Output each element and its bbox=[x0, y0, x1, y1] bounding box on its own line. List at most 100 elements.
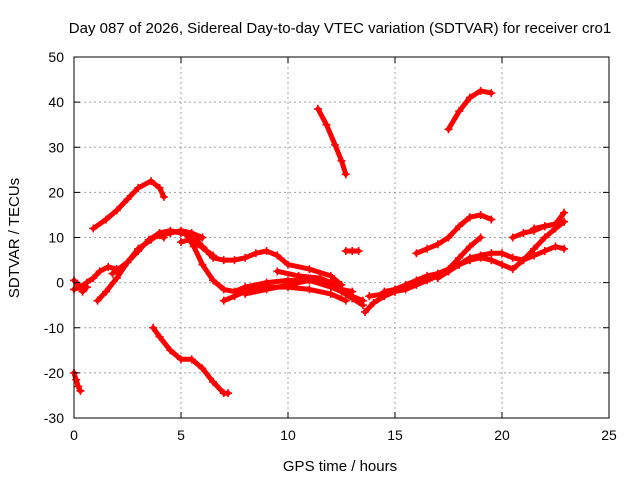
y-tick-label: 0 bbox=[56, 275, 64, 291]
x-tick-label: 20 bbox=[494, 427, 510, 443]
data-point bbox=[241, 289, 250, 298]
series-s15 bbox=[341, 247, 363, 256]
data-point bbox=[198, 364, 207, 373]
data-point bbox=[423, 271, 432, 280]
data-point bbox=[294, 271, 303, 280]
data-point bbox=[123, 195, 132, 204]
data-point bbox=[198, 233, 207, 242]
data-point bbox=[112, 206, 121, 215]
data-point bbox=[487, 89, 496, 98]
data-point bbox=[219, 256, 228, 265]
data-point bbox=[187, 355, 196, 364]
data-point bbox=[455, 222, 464, 231]
data-point bbox=[112, 274, 121, 283]
data-point bbox=[361, 307, 370, 316]
data-point bbox=[78, 287, 87, 296]
data-point bbox=[194, 240, 203, 249]
data-series bbox=[70, 86, 569, 398]
y-tick-label: -30 bbox=[44, 410, 64, 426]
data-point bbox=[155, 231, 164, 240]
y-tick-label: -10 bbox=[44, 320, 64, 336]
data-point bbox=[380, 287, 389, 296]
data-point bbox=[89, 274, 98, 283]
data-point bbox=[487, 215, 496, 224]
data-point bbox=[519, 228, 528, 237]
data-point bbox=[540, 233, 549, 242]
x-tick-label: 5 bbox=[177, 427, 185, 443]
data-point bbox=[358, 296, 367, 305]
data-point bbox=[284, 260, 292, 269]
data-point bbox=[313, 104, 322, 113]
y-tick-label: 20 bbox=[48, 184, 64, 200]
data-point bbox=[455, 260, 464, 269]
data-point bbox=[498, 249, 506, 258]
data-point bbox=[134, 183, 143, 192]
data-point bbox=[530, 251, 539, 260]
data-point bbox=[326, 289, 335, 298]
data-point bbox=[391, 285, 399, 294]
data-point bbox=[149, 323, 158, 332]
data-point bbox=[560, 208, 569, 217]
data-point bbox=[224, 389, 233, 398]
y-axis-label: SDTVAR / TECUs bbox=[6, 178, 23, 298]
data-point bbox=[305, 285, 314, 294]
data-point bbox=[147, 177, 156, 186]
data-point bbox=[166, 346, 175, 355]
series-s10 bbox=[155, 226, 207, 242]
data-point bbox=[508, 253, 517, 262]
data-point bbox=[476, 233, 485, 242]
data-point bbox=[530, 244, 539, 253]
data-point bbox=[465, 93, 474, 102]
data-point bbox=[508, 233, 517, 242]
data-point bbox=[108, 269, 117, 278]
data-point bbox=[219, 285, 228, 294]
data-point bbox=[202, 247, 211, 256]
series-s05 bbox=[89, 177, 168, 233]
data-point bbox=[159, 192, 168, 201]
data-point bbox=[166, 228, 175, 237]
data-point bbox=[262, 285, 271, 294]
data-point bbox=[465, 256, 474, 265]
data-point bbox=[134, 247, 143, 256]
data-point bbox=[354, 247, 363, 256]
data-point bbox=[89, 224, 98, 233]
data-point bbox=[198, 260, 207, 269]
y-tick-label: 10 bbox=[48, 230, 64, 246]
data-point bbox=[102, 287, 111, 296]
data-point bbox=[444, 233, 453, 242]
data-point bbox=[209, 276, 218, 285]
data-point bbox=[444, 125, 453, 134]
data-point bbox=[540, 247, 549, 256]
data-point bbox=[412, 249, 421, 258]
data-point bbox=[487, 256, 496, 265]
data-point bbox=[348, 287, 357, 296]
data-point bbox=[465, 242, 474, 251]
data-point bbox=[95, 267, 104, 276]
data-point bbox=[476, 251, 485, 260]
y-tick-label: 30 bbox=[48, 139, 64, 155]
y-tick-label: -20 bbox=[44, 365, 64, 381]
data-point bbox=[187, 228, 196, 237]
series-line bbox=[362, 255, 494, 315]
data-point bbox=[209, 251, 218, 260]
data-point bbox=[444, 267, 453, 276]
data-point bbox=[365, 292, 374, 301]
y-tick-label: 40 bbox=[48, 94, 64, 110]
data-point bbox=[337, 285, 346, 294]
data-point bbox=[401, 280, 410, 289]
data-point bbox=[219, 296, 228, 305]
data-point bbox=[508, 265, 517, 274]
data-point bbox=[241, 253, 250, 262]
data-point bbox=[155, 332, 164, 341]
data-point bbox=[551, 219, 560, 228]
data-point bbox=[144, 235, 153, 244]
data-point bbox=[177, 226, 185, 235]
data-point bbox=[74, 382, 83, 391]
data-point bbox=[273, 267, 282, 276]
data-point bbox=[331, 140, 340, 149]
data-point bbox=[476, 210, 485, 219]
data-point bbox=[93, 296, 102, 305]
data-point bbox=[82, 283, 91, 292]
x-axis-label: GPS time / hours bbox=[283, 458, 397, 475]
